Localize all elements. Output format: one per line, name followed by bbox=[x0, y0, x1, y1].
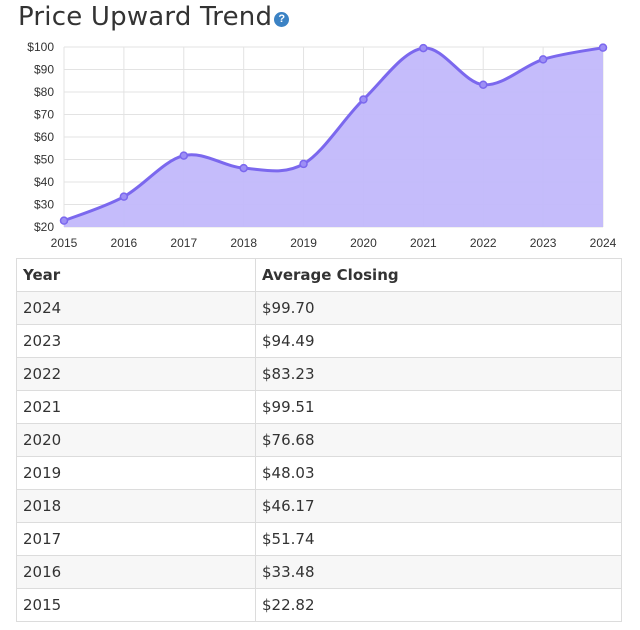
table-row: 2017 $51.74 bbox=[16, 522, 622, 556]
y-tick-label: $80 bbox=[34, 85, 54, 99]
year-cell: 2024 bbox=[16, 291, 256, 325]
table-row: 2021 $99.51 bbox=[16, 390, 622, 424]
data-point bbox=[119, 192, 129, 201]
data-point bbox=[478, 80, 488, 89]
x-tick-label: 2018 bbox=[230, 236, 257, 250]
average-closing-cell: $33.48 bbox=[255, 555, 622, 589]
data-point bbox=[419, 43, 428, 53]
table-row: 2022 $83.23 bbox=[16, 357, 622, 391]
x-tick-label: 2022 bbox=[470, 236, 497, 250]
year-cell: 2023 bbox=[16, 324, 256, 358]
y-tick-label: $60 bbox=[34, 130, 54, 144]
table-row: 2018 $46.17 bbox=[16, 489, 622, 523]
year-cell: 2015 bbox=[16, 588, 256, 622]
average-closing-cell: $76.68 bbox=[255, 423, 622, 457]
x-tick-label: 2020 bbox=[350, 236, 377, 250]
data-point bbox=[598, 43, 608, 52]
data-point bbox=[59, 216, 69, 225]
table-row: 2023 $94.49 bbox=[16, 324, 622, 358]
price-trend-chart: $20 $30 $40 $50 $60 $70 $80 $90 $100 2015 2016 2017… bbox=[27, 40, 617, 250]
table-row: 2024 $99.70 bbox=[16, 291, 622, 325]
y-tick-label: $40 bbox=[34, 175, 54, 189]
y-tick-label: $90 bbox=[34, 63, 54, 77]
x-tick-label: 2021 bbox=[410, 236, 437, 250]
average-closing-cell: $99.51 bbox=[255, 390, 622, 424]
x-tick-label: 2023 bbox=[530, 236, 557, 250]
y-tick-label: $20 bbox=[34, 220, 54, 234]
price-table: Year Average Closing 2024 $99.70 2023 $9… bbox=[16, 258, 622, 622]
year-cell: 2021 bbox=[16, 390, 256, 424]
x-tick-label: 2017 bbox=[170, 236, 197, 250]
table-row: 2016 $33.48 bbox=[16, 555, 622, 589]
chart-header: Price Upward Trend ? bbox=[18, 0, 290, 34]
data-point bbox=[359, 95, 368, 104]
page-title: Price Upward Trend bbox=[18, 2, 273, 32]
y-tick-label: $30 bbox=[34, 198, 54, 212]
average-closing-cell: $94.49 bbox=[255, 324, 622, 358]
x-tick-label: 2019 bbox=[290, 236, 317, 250]
x-tick-label: 2016 bbox=[111, 236, 138, 250]
data-point bbox=[299, 159, 308, 169]
data-point bbox=[538, 55, 548, 64]
data-point bbox=[239, 163, 248, 173]
year-cell: 2018 bbox=[16, 489, 256, 523]
column-header-average-closing: Average Closing bbox=[255, 258, 622, 292]
y-tick-label: $100 bbox=[27, 40, 54, 54]
x-tick-label: 2024 bbox=[590, 236, 617, 250]
year-cell: 2017 bbox=[16, 522, 256, 556]
y-tick-label: $50 bbox=[34, 153, 54, 167]
year-cell: 2022 bbox=[16, 357, 256, 391]
price-area-fill bbox=[64, 47, 603, 227]
help-icon[interactable]: ? bbox=[274, 11, 290, 27]
table-header-row: Year Average Closing bbox=[16, 258, 622, 292]
table-row: 2019 $48.03 bbox=[16, 456, 622, 490]
x-tick-label: 2015 bbox=[51, 236, 78, 250]
average-closing-cell: $83.23 bbox=[255, 357, 622, 391]
price-series-line bbox=[63, 46, 604, 223]
year-cell: 2016 bbox=[16, 555, 256, 589]
y-tick-label: $70 bbox=[34, 108, 54, 122]
year-cell: 2019 bbox=[16, 456, 256, 490]
average-closing-cell: $22.82 bbox=[255, 588, 622, 622]
table-row: 2020 $76.68 bbox=[16, 423, 622, 457]
table-row: 2015 $22.82 bbox=[16, 588, 622, 622]
average-closing-cell: $46.17 bbox=[255, 489, 622, 523]
column-header-year: Year bbox=[16, 258, 256, 292]
data-point bbox=[179, 151, 189, 160]
average-closing-cell: $99.70 bbox=[255, 291, 622, 325]
average-closing-cell: $51.74 bbox=[255, 522, 622, 556]
average-closing-cell: $48.03 bbox=[255, 456, 622, 490]
year-cell: 2020 bbox=[16, 423, 256, 457]
